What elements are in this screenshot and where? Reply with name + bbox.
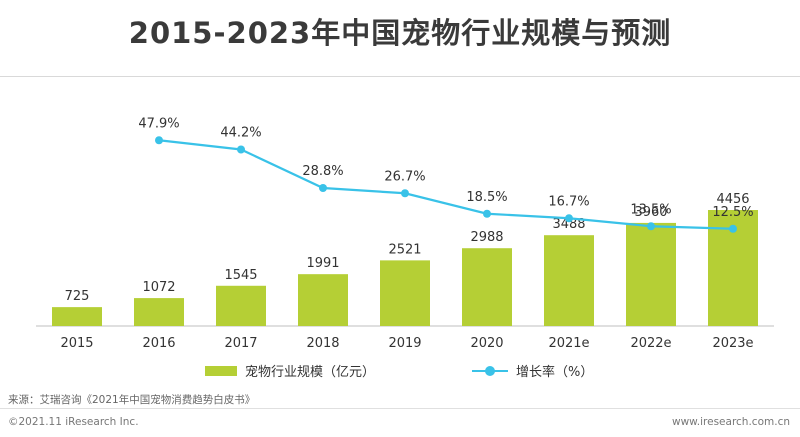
legend-bar-label: 宠物行业规模（亿元） [245, 365, 376, 380]
line-point-2018 [319, 184, 327, 192]
footer-divider [0, 408, 800, 409]
line-label-2020: 18.5% [466, 190, 507, 205]
line-point-2020 [483, 209, 491, 218]
line-point-2021e [565, 214, 573, 223]
x-tick-2018: 2018 [306, 336, 339, 351]
legend-bar-swatch [205, 365, 237, 376]
bar-2016 [134, 298, 184, 326]
bar-2019 [380, 260, 430, 326]
line-label-2021e: 16.7% [548, 194, 589, 209]
line-label-2022e: 13.5% [630, 202, 671, 217]
line-label-2018: 28.8% [302, 164, 343, 179]
line-point-2022e [647, 222, 655, 231]
legend-line-label: 增长率（%） [516, 365, 594, 380]
x-tick-2020: 2020 [470, 336, 503, 351]
line-label-2017: 44.2% [220, 126, 261, 141]
growth-rate-line [158, 139, 734, 230]
line-label-2019: 26.7% [384, 169, 425, 184]
bar-label-2023e: 4456 [716, 192, 749, 207]
x-tick-2016: 2016 [142, 336, 175, 351]
website: www.iresearch.com.cn [671, 416, 790, 428]
title-divider [0, 76, 800, 77]
bar-label-2022e: 3960 [634, 205, 667, 220]
x-tick-2017: 2017 [224, 336, 257, 351]
bar-2018 [298, 274, 348, 326]
line-point-2016 [155, 136, 163, 145]
bar-label-2020: 2988 [470, 230, 503, 245]
bar-label-2019: 2521 [388, 242, 421, 257]
line-label-2016: 47.9% [138, 116, 179, 131]
line-point-2023e [729, 224, 737, 233]
bar-label-2021e: 3488 [552, 217, 585, 232]
bar-label-2016: 1072 [142, 280, 175, 295]
bar-2022e [626, 222, 676, 326]
x-tick-2015: 2015 [60, 336, 93, 351]
bar-2021e [544, 235, 594, 326]
bar-label-2018: 1991 [306, 256, 339, 271]
bar-label-2015: 725 [65, 289, 90, 304]
x-tick-2022e: 2022e [630, 336, 671, 351]
legend-bar: 宠物行业规模（亿元） [205, 361, 375, 380]
line-label-2023e: 12.5% [712, 205, 753, 220]
bar-label-2017: 1545 [224, 268, 257, 283]
bar-2017 [216, 285, 266, 326]
x-tick-2021e: 2021e [548, 336, 589, 351]
x-tick-2023e: 2023e [712, 336, 753, 351]
line-point-2017 [237, 145, 245, 154]
source-note: 来源：艾瑞咨询《2021年中国宠物消费趋势白皮书》 [8, 394, 256, 406]
bar-2020 [462, 248, 512, 326]
line-point-2019 [401, 189, 409, 198]
legend-line-swatch [472, 365, 508, 376]
bar-2015 [52, 307, 102, 326]
x-tick-2019: 2019 [388, 336, 421, 351]
legend-line: 增长率（%） [472, 361, 593, 380]
copyright: ©2021.11 iResearch Inc. [8, 416, 139, 428]
chart-title: 2015-2023年中国宠物行业规模与预测 [128, 16, 672, 50]
